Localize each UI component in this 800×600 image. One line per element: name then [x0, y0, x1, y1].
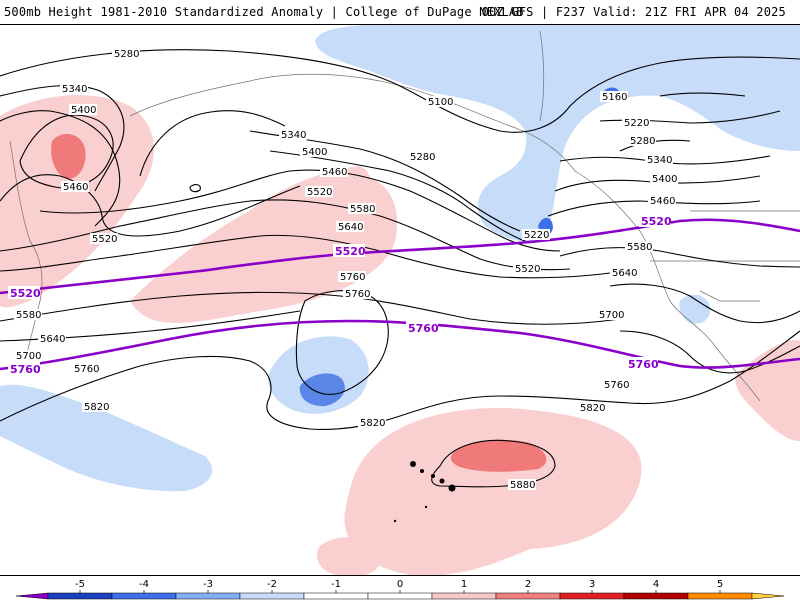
contour-label: 5580: [350, 204, 375, 215]
contour-label: 5100: [428, 97, 453, 108]
contour-label: 5220: [624, 118, 649, 129]
contour-label: 5460: [322, 167, 347, 178]
colorbar-tick-label: -1: [331, 579, 341, 590]
colorbar-tick-label: -3: [203, 579, 213, 590]
map-header: 500mb Height 1981-2010 Standardized Anom…: [0, 0, 800, 24]
thick-5760-contour: [0, 319, 800, 371]
negative-anomaly-shading: [0, 25, 800, 492]
contour-label: 5400: [652, 174, 677, 185]
contour-label: 5220: [524, 230, 549, 241]
contour-label: 5460: [650, 196, 675, 207]
contour-label: 5580: [627, 242, 652, 253]
colorbar-swatch: [495, 592, 561, 600]
contour-label: 5280: [114, 49, 139, 60]
colorbar-swatch: [175, 592, 241, 600]
colorbar-swatch: [431, 592, 497, 600]
coastlines: [9, 30, 800, 402]
contour-labels: 5280 5340 5400 5460 5520 5580 5640 5700 …: [14, 48, 678, 491]
thick-contour-labels: 5520 5520 5520 5760 5760 5760: [8, 214, 672, 376]
contour-label: 5700: [599, 310, 624, 321]
contour-label: 5160: [602, 92, 627, 103]
colorbar-swatch: [111, 592, 177, 600]
colorbar-tick-label: -5: [75, 579, 85, 590]
colorbar-swatch: [15, 592, 49, 600]
thick-contour-label: 5760: [408, 322, 439, 335]
contour-label: 5400: [302, 147, 327, 158]
hawaiian-islands: [393, 461, 456, 523]
contour-label: 5820: [84, 402, 109, 413]
thick-contour-label: 5520: [335, 245, 366, 258]
contour-label: 5340: [647, 155, 672, 166]
colorbar-tick-label: 1: [461, 579, 467, 590]
colorbar-tick-label: 4: [653, 579, 659, 590]
contour-label: 5580: [16, 310, 41, 321]
colorbar-tick-label: 5: [717, 579, 723, 590]
thick-contour-label: 5520: [10, 287, 41, 300]
contour-label: 5700: [16, 351, 41, 362]
contour-label: 5880: [510, 480, 535, 491]
contour-label: 5760: [74, 364, 99, 375]
contour-label: 5340: [62, 84, 87, 95]
thick-contour-label: 5520: [641, 215, 672, 228]
thick-contour-label: 5760: [10, 363, 41, 376]
contour-label: 5280: [630, 136, 655, 147]
contour-label: 5820: [360, 418, 385, 429]
thick-contour-label: 5760: [628, 358, 659, 371]
contour-label: 5820: [580, 403, 605, 414]
contour-label: 5520: [307, 187, 332, 198]
colorbar-tick-label: 0: [397, 579, 403, 590]
colorbar-swatch: [751, 592, 785, 600]
anomaly-colorbar: -5 -4 -3 -2 -1 0 1 2 3 4 5: [0, 576, 800, 600]
contour-label: 5760: [604, 380, 629, 391]
colorbar-swatch: [559, 592, 625, 600]
contour-label: 5460: [63, 182, 88, 193]
colorbar-swatch: [687, 592, 753, 600]
colorbar-swatch: [239, 592, 305, 600]
contour-label: 5520: [515, 264, 540, 275]
colorbar-swatch: [47, 592, 113, 600]
thick-5520-contour: [0, 218, 800, 295]
model-run-info: 00Z GFS | F237 Valid: 21Z FRI APR 04 202…: [481, 5, 786, 19]
positive-anomaly-shading: [0, 95, 800, 575]
contour-label: 5760: [345, 289, 370, 300]
contour-label: 5640: [612, 268, 637, 279]
contour-label: 5280: [410, 152, 435, 163]
colorbar-tick-label: 3: [589, 579, 595, 590]
contour-label: 5520: [92, 234, 117, 245]
colorbar-tick-label: -2: [267, 579, 277, 590]
colorbar-tick-label: -4: [139, 579, 149, 590]
colorbar-tick-label: 2: [525, 579, 531, 590]
contour-label: 5640: [40, 334, 65, 345]
contour-label: 5400: [71, 105, 96, 116]
contour-label: 5760: [340, 272, 365, 283]
contour-label: 5340: [281, 130, 306, 141]
contour-label: 5640: [338, 222, 363, 233]
map-panel: 5280 5340 5400 5460 5520 5580 5640 5700 …: [0, 24, 800, 576]
colorbar-swatch: [367, 592, 433, 600]
map-title: 500mb Height 1981-2010 Standardized Anom…: [4, 5, 524, 19]
colorbar-swatch: [303, 592, 369, 600]
height-anomaly-map: 5280 5340 5400 5460 5520 5580 5640 5700 …: [0, 25, 800, 575]
colorbar-swatch: [623, 592, 689, 600]
colorbar-scale: -5 -4 -3 -2 -1 0 1 2 3 4 5: [15, 579, 785, 600]
